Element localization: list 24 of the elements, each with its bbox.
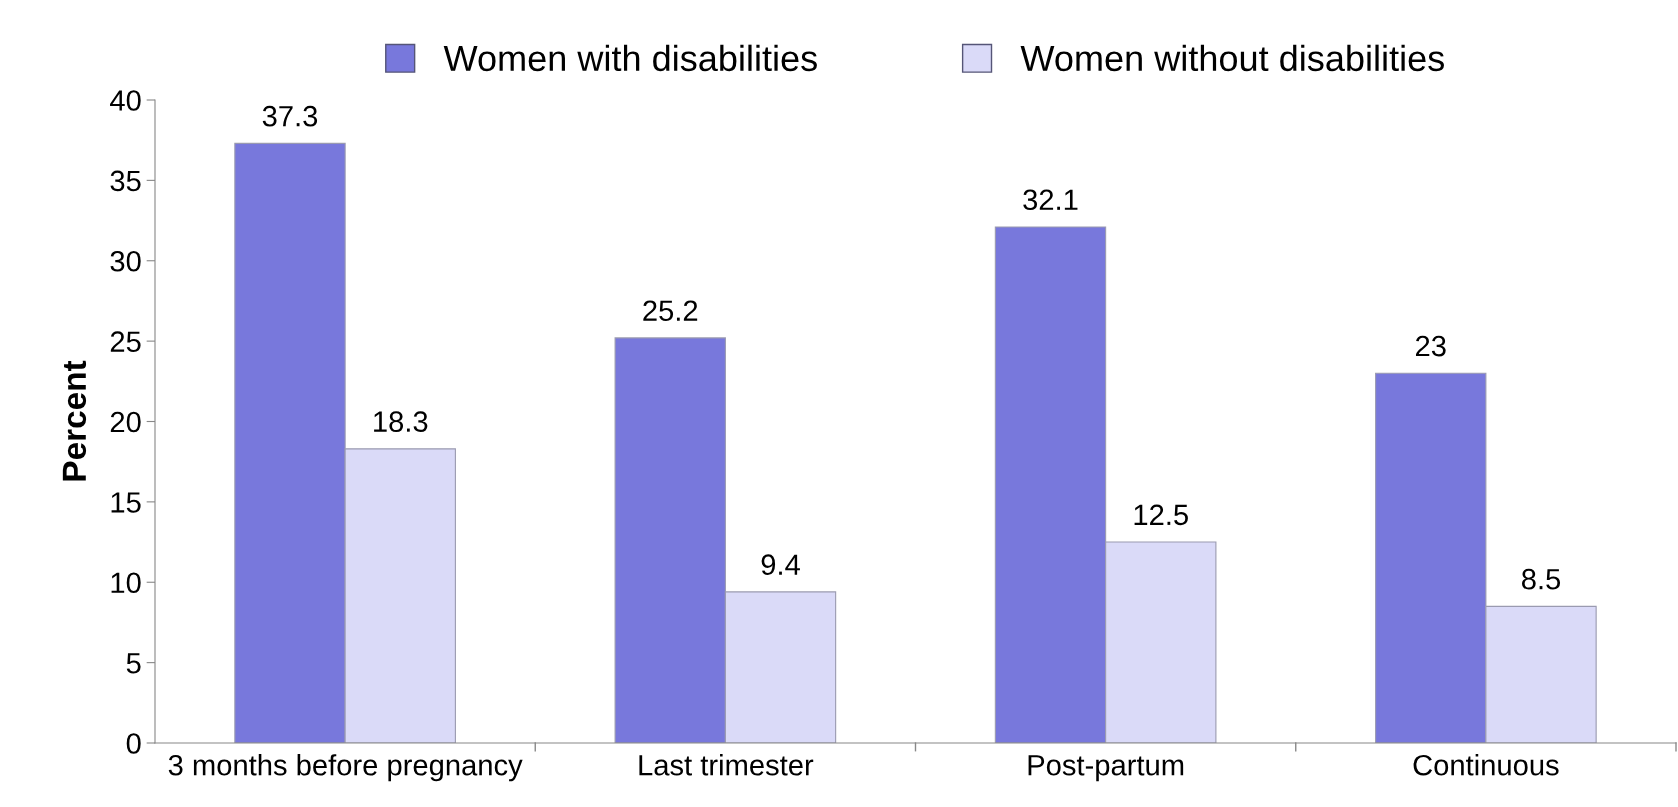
y-tick-label: 15 [111, 492, 141, 513]
data-label: 9.4 [761, 554, 800, 576]
y-tick-label: 40 [110, 90, 141, 111]
x-tick-label: Post-partum [1028, 755, 1184, 782]
y-tick-label: 10 [111, 572, 141, 594]
data-label: 37.3 [262, 105, 318, 127]
data-label: 25.2 [643, 300, 698, 322]
legend-label: Women with disabilities [443, 44, 817, 72]
y-axis-title: Percent [62, 360, 87, 481]
data-label: 12.5 [1134, 504, 1188, 526]
y-tick-label: 0 [126, 733, 141, 754]
data-label: 8.5 [1522, 568, 1561, 590]
legend-label: Women without disabilities [1020, 44, 1444, 72]
y-tick-label: 35 [110, 170, 141, 192]
y-tick-label: 25 [110, 331, 141, 352]
data-label: 32.1 [1023, 189, 1078, 211]
x-tick-label: Continuous [1413, 754, 1559, 776]
x-tick-label: 3 months before pregnancy [168, 754, 523, 782]
y-tick-label: 20 [110, 411, 141, 433]
data-label: 23 [1415, 335, 1446, 357]
y-tick-label: 5 [126, 653, 141, 674]
y-tick-label: 30 [110, 250, 141, 272]
x-tick-label: Last trimester [639, 754, 814, 776]
data-label: 18.3 [374, 411, 428, 432]
